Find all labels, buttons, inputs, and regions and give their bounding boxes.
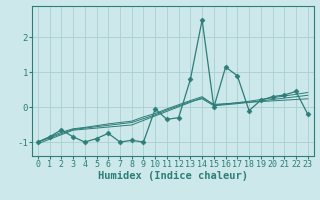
X-axis label: Humidex (Indice chaleur): Humidex (Indice chaleur)	[98, 171, 248, 181]
